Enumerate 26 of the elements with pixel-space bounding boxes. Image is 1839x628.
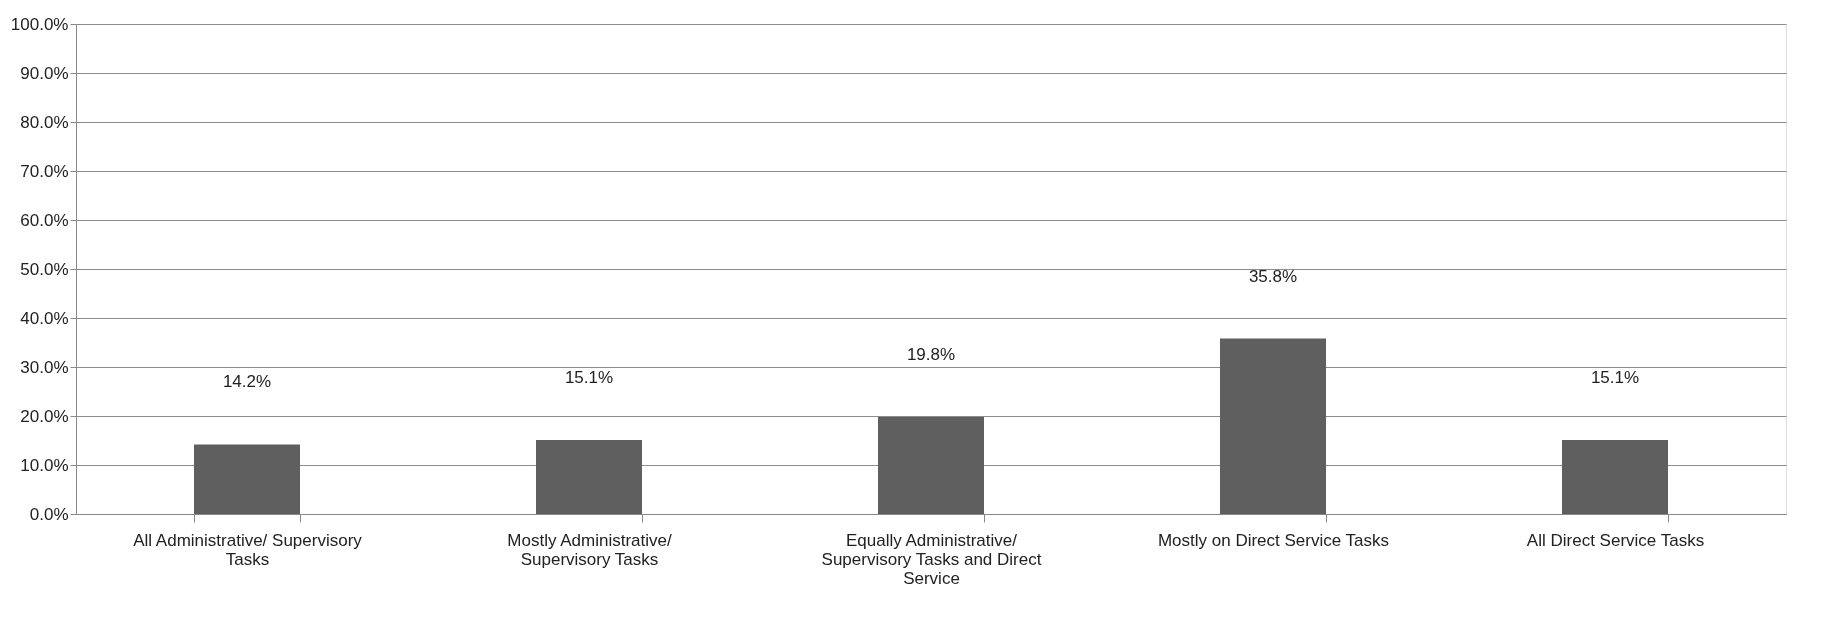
- y-tick-label: 80.0%: [20, 112, 69, 132]
- bar: [1219, 338, 1327, 514]
- x-tick-label: Mostly Administrative/ Supervisory Tasks: [507, 530, 672, 569]
- y-tick-label: 100.0%: [10, 14, 69, 34]
- x-tick-label: All Direct Service Tasks: [1526, 530, 1705, 550]
- bar: [1561, 440, 1669, 514]
- y-tick-label: 40.0%: [20, 308, 69, 328]
- y-tick-label: 90.0%: [20, 63, 69, 83]
- data-label: 35.8%: [1248, 266, 1298, 286]
- data-label: 19.8%: [906, 344, 956, 364]
- data-label: 15.1%: [1590, 368, 1640, 388]
- data-label: 15.1%: [564, 368, 614, 388]
- y-tick-label: 30.0%: [20, 357, 69, 377]
- y-tick-label: 0.0%: [29, 504, 69, 524]
- bar: [535, 440, 643, 514]
- data-label: 14.2%: [222, 372, 272, 392]
- x-tick-label: All Administrative/ Supervisory Tasks: [133, 530, 363, 569]
- y-tick-label: 20.0%: [20, 406, 69, 426]
- y-tick-label: 70.0%: [20, 161, 69, 181]
- y-tick-label: 50.0%: [20, 259, 69, 279]
- x-tick-label: Equally Administrative/ Supervisory Tasks and Direct Service: [821, 530, 1042, 588]
- bar: [877, 416, 985, 514]
- y-tick-label: 60.0%: [20, 210, 69, 230]
- y-tick-label: 10.0%: [20, 455, 69, 475]
- x-tick-label: Mostly on Direct Service Tasks: [1157, 530, 1390, 550]
- bar: [193, 444, 301, 514]
